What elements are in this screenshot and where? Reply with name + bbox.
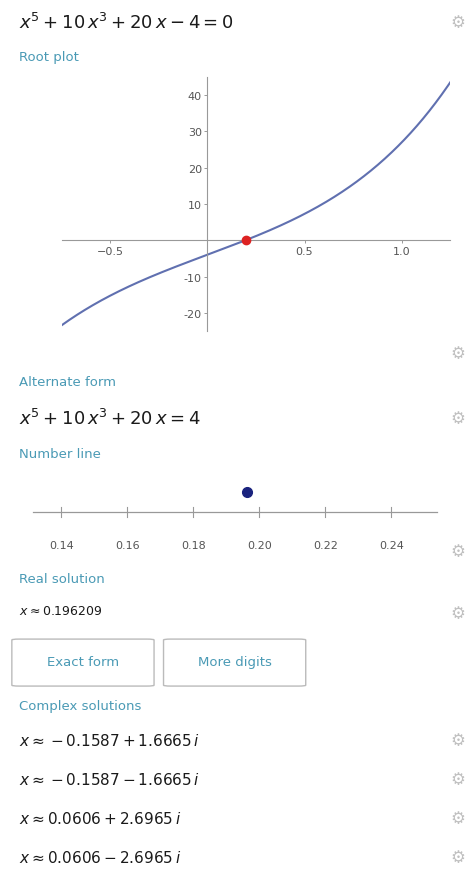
Text: ⚙: ⚙	[450, 345, 465, 362]
Text: ⚙: ⚙	[450, 849, 465, 866]
Text: ⚙: ⚙	[450, 771, 465, 788]
Text: Alternate form: Alternate form	[19, 375, 116, 388]
Text: $x^5 + 10\,x^3 + 20\,x - 4 = 0$: $x^5 + 10\,x^3 + 20\,x - 4 = 0$	[19, 12, 234, 32]
Text: Number line: Number line	[19, 448, 101, 461]
Text: Complex solutions: Complex solutions	[19, 700, 141, 713]
Text: Root plot: Root plot	[19, 51, 79, 64]
Text: ⚙: ⚙	[450, 604, 465, 623]
Text: $x \approx -0.1587 + 1.6665\,i$: $x \approx -0.1587 + 1.6665\,i$	[19, 732, 200, 749]
Text: Real solution: Real solution	[19, 573, 105, 586]
Text: $x \approx -0.1587 - 1.6665\,i$: $x \approx -0.1587 - 1.6665\,i$	[19, 772, 200, 788]
Text: ⚙: ⚙	[450, 13, 465, 32]
Text: Exact form: Exact form	[47, 656, 119, 669]
Text: $x \approx 0.0606 + 2.6965\,i$: $x \approx 0.0606 + 2.6965\,i$	[19, 810, 181, 826]
Text: More digits: More digits	[198, 656, 272, 669]
Text: ⚙: ⚙	[450, 542, 465, 560]
Text: $x \approx 0.0606 - 2.6965\,i$: $x \approx 0.0606 - 2.6965\,i$	[19, 850, 181, 866]
Text: ⚙: ⚙	[450, 809, 465, 828]
Text: $x \approx 0.196209$: $x \approx 0.196209$	[19, 605, 103, 617]
FancyBboxPatch shape	[164, 639, 306, 687]
Text: ⚙: ⚙	[450, 731, 465, 750]
FancyBboxPatch shape	[12, 639, 154, 687]
Text: $x^5 + 10\,x^3 + 20\,x = 4$: $x^5 + 10\,x^3 + 20\,x = 4$	[19, 409, 201, 429]
Text: ⚙: ⚙	[450, 410, 465, 427]
